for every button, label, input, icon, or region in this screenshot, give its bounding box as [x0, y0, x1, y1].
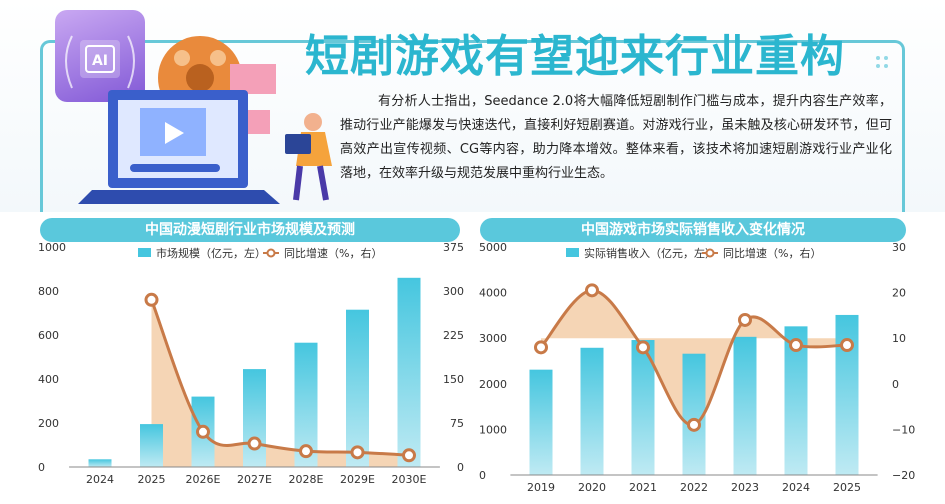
x-axis-tick: 2028E	[289, 473, 324, 486]
legend-bar-swatch	[138, 248, 151, 257]
growth-point-2019	[534, 340, 548, 355]
chart-panel-game-revenue: 中国游戏市场实际销售收入变化情况 0 1000 2000 3000 4000 5000 −2…	[474, 215, 942, 504]
growth-point-2023	[738, 312, 752, 327]
left-axis-tick: 2000	[479, 378, 507, 391]
bar-2029E	[346, 309, 369, 467]
left-axis-tick: 400	[38, 373, 59, 386]
ai-badge-label: AI	[92, 53, 108, 69]
right-axis-tick: 10	[892, 332, 906, 345]
left-axis-tick: 5000	[479, 241, 507, 254]
x-axis-tick: 2024	[86, 473, 114, 486]
bar-2025	[140, 424, 163, 467]
legend-bar-label: 市场规模（亿元，左）	[156, 246, 266, 260]
left-axis-tick: 0	[479, 469, 486, 482]
x-axis-tick: 2020	[578, 481, 606, 494]
growth-point-2026E	[196, 424, 210, 439]
right-axis-tick: 150	[443, 373, 464, 386]
right-axis-tick: 225	[443, 329, 464, 342]
bar-2020	[580, 347, 604, 475]
x-axis-tick: 2023	[731, 481, 759, 494]
x-axis-tick: 2025	[833, 481, 861, 494]
growth-point-2021	[636, 340, 650, 355]
chart-game-revenue: 0 1000 2000 3000 4000 5000 −20 −10 0 10 20 30 2019 20…	[479, 241, 915, 494]
right-axis-tick: −10	[892, 423, 915, 436]
legend-line-label: 同比增速（%，右）	[284, 246, 382, 260]
growth-point-2022	[687, 417, 701, 432]
legend-bar-swatch	[566, 248, 579, 257]
right-axis-tick: −20	[892, 469, 915, 482]
bar-2023	[733, 336, 757, 475]
left-axis-tick: 4000	[479, 287, 507, 300]
x-axis-tick: 2030E	[392, 473, 427, 486]
intro-paragraph: 有分析人士指出，Seedance 2.0将大幅降低短剧制作门槛与成本，提升内容生…	[340, 94, 892, 181]
left-axis-tick: 600	[38, 329, 59, 342]
page-title: 短剧游戏有望迎来行业重构	[305, 31, 845, 82]
bar-2021	[631, 340, 655, 475]
left-axis-tick: 0	[38, 461, 45, 474]
bar-2024	[784, 326, 808, 475]
growth-point-2028E	[299, 444, 313, 459]
growth-point-2025	[840, 338, 854, 353]
left-axis-tick: 800	[38, 285, 59, 298]
growth-point-2030E	[402, 448, 416, 463]
x-axis-tick: 2025	[138, 473, 166, 486]
growth-area	[151, 299, 409, 467]
chart-title: 中国游戏市场实际销售收入变化情况	[480, 218, 906, 242]
bar-2019	[529, 369, 553, 475]
right-axis-tick: 375	[443, 241, 464, 254]
growth-point-2029E	[350, 445, 365, 460]
right-axis-tick: 30	[892, 241, 906, 254]
laptop-icon	[78, 90, 280, 204]
chart-anime-short-drama: 0 200 400 600 800 1000 0 75 150 225 300 375 2024 2025…	[38, 241, 464, 486]
x-axis-tick: 2026E	[186, 473, 221, 486]
growth-point-2027E	[247, 436, 262, 451]
play-icon	[165, 122, 184, 144]
ai-badge	[55, 10, 145, 102]
legend-bar-label: 实际销售收入（亿元，左）	[584, 246, 716, 260]
film-frame-decoration	[230, 64, 276, 94]
right-axis-tick: 300	[443, 285, 464, 298]
bar-2030E	[397, 277, 421, 467]
header-banner: AI	[0, 0, 945, 212]
x-axis-tick: 2019	[527, 481, 555, 494]
bar-2028E	[294, 342, 318, 467]
legend-line-marker	[266, 248, 276, 258]
legend-line-marker	[705, 248, 715, 258]
person-figure	[285, 113, 332, 201]
ai-chip-icon: AI	[65, 35, 135, 89]
right-axis-tick: 75	[450, 417, 464, 430]
left-axis-tick: 1000	[479, 423, 507, 436]
right-axis-tick: 20	[892, 287, 906, 300]
title-decoration	[876, 56, 888, 68]
header-frame	[40, 40, 905, 212]
bar-2024	[88, 459, 112, 467]
bar-2025	[835, 314, 859, 475]
bar-2027E	[243, 369, 266, 467]
left-axis-tick: 3000	[479, 332, 507, 345]
growth-point-2024	[789, 338, 803, 353]
growth-point-2025	[144, 292, 159, 307]
left-axis-tick: 200	[38, 417, 59, 430]
bar-2022	[682, 353, 706, 475]
right-axis-tick: 0	[892, 378, 899, 391]
left-axis-tick: 1000	[38, 241, 66, 254]
x-axis-tick: 2024	[782, 481, 810, 494]
right-axis-tick: 0	[457, 461, 464, 474]
x-axis-tick: 2021	[629, 481, 657, 494]
x-axis-tick: 2029E	[340, 473, 375, 486]
x-axis-tick: 2022	[680, 481, 708, 494]
x-axis-tick: 2027E	[237, 473, 272, 486]
growth-point-2020	[585, 283, 599, 298]
header-illustration: AI	[65, 35, 888, 204]
chart-panel-anime-short-drama: 中国动漫短剧行业市场规模及预测 0 200 400 600 800 1000 0 75 150 2…	[0, 215, 468, 504]
chart-title: 中国动漫短剧行业市场规模及预测	[40, 218, 460, 242]
legend-line-label: 同比增速（%，右）	[723, 246, 821, 260]
